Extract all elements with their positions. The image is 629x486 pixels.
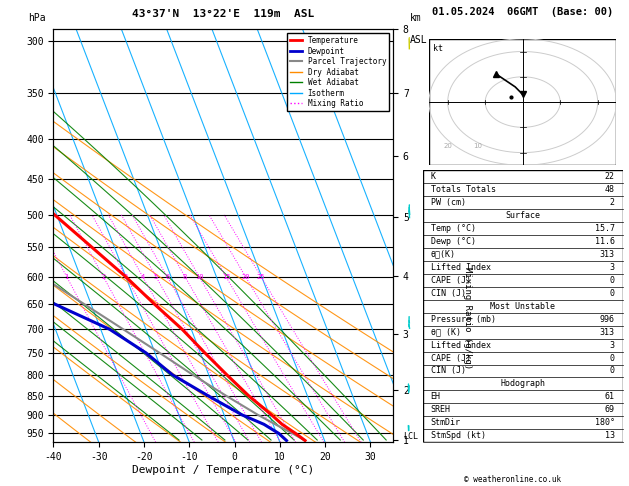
Text: 996: 996: [599, 314, 615, 324]
Text: 0: 0: [610, 353, 615, 363]
Text: 61: 61: [604, 392, 615, 401]
Text: 69: 69: [604, 405, 615, 415]
Text: © weatheronline.co.uk: © weatheronline.co.uk: [464, 474, 561, 484]
Text: PW (cm): PW (cm): [431, 198, 465, 207]
Text: CIN (J): CIN (J): [431, 366, 465, 376]
Text: SREH: SREH: [431, 405, 451, 415]
Text: θᴇ(K): θᴇ(K): [431, 250, 455, 259]
Text: 313: 313: [599, 250, 615, 259]
Text: 22: 22: [604, 172, 615, 181]
Text: 180°: 180°: [594, 418, 615, 427]
Text: 01.05.2024  06GMT  (Base: 00): 01.05.2024 06GMT (Base: 00): [432, 7, 613, 17]
Text: EH: EH: [431, 392, 441, 401]
Text: hPa: hPa: [28, 13, 46, 23]
Text: 25: 25: [257, 274, 265, 280]
Text: 20: 20: [443, 142, 452, 149]
Text: 2: 2: [101, 274, 106, 280]
Text: 43°37'N  13°22'E  119m  ASL: 43°37'N 13°22'E 119m ASL: [132, 9, 314, 19]
Text: 5: 5: [154, 274, 159, 280]
Text: 10: 10: [195, 274, 204, 280]
X-axis label: Dewpoint / Temperature (°C): Dewpoint / Temperature (°C): [132, 465, 314, 475]
Text: kt: kt: [433, 44, 443, 53]
Text: 313: 313: [599, 328, 615, 337]
Text: StmDir: StmDir: [431, 418, 460, 427]
Text: 1: 1: [65, 274, 69, 280]
Text: 2: 2: [610, 198, 615, 207]
Text: StmSpd (kt): StmSpd (kt): [431, 431, 486, 440]
Text: 48: 48: [604, 185, 615, 194]
Text: 13: 13: [604, 431, 615, 440]
Text: Lifted Index: Lifted Index: [431, 341, 491, 349]
Text: 8: 8: [183, 274, 187, 280]
Text: 3: 3: [610, 263, 615, 272]
Text: 3: 3: [124, 274, 128, 280]
Text: 10: 10: [473, 142, 482, 149]
Bar: [429, 39, 616, 165]
Text: 11.6: 11.6: [594, 237, 615, 246]
Text: km: km: [410, 13, 422, 23]
Text: 0: 0: [610, 289, 615, 298]
Text: 4: 4: [141, 274, 145, 280]
Text: Dewp (°C): Dewp (°C): [431, 237, 476, 246]
Text: 15.7: 15.7: [594, 224, 615, 233]
Text: 20: 20: [242, 274, 250, 280]
Text: CAPE (J): CAPE (J): [431, 276, 470, 285]
Text: Surface: Surface: [505, 211, 540, 220]
Text: Mixing Ratio (g/kg): Mixing Ratio (g/kg): [464, 267, 472, 369]
Text: Totals Totals: Totals Totals: [431, 185, 496, 194]
Text: CAPE (J): CAPE (J): [431, 353, 470, 363]
Text: 0: 0: [610, 366, 615, 376]
Legend: Temperature, Dewpoint, Parcel Trajectory, Dry Adiabat, Wet Adiabat, Isotherm, Mi: Temperature, Dewpoint, Parcel Trajectory…: [287, 33, 389, 111]
Text: 3: 3: [610, 341, 615, 349]
Text: ASL: ASL: [410, 35, 428, 45]
Text: 15: 15: [222, 274, 230, 280]
Text: 6: 6: [165, 274, 169, 280]
Text: K: K: [431, 172, 436, 181]
Text: LCL: LCL: [403, 433, 418, 441]
Text: Lifted Index: Lifted Index: [431, 263, 491, 272]
Text: Most Unstable: Most Unstable: [490, 302, 555, 311]
Text: CIN (J): CIN (J): [431, 289, 465, 298]
Text: Temp (°C): Temp (°C): [431, 224, 476, 233]
Text: 0: 0: [610, 276, 615, 285]
Text: Pressure (mb): Pressure (mb): [431, 314, 496, 324]
Text: Hodograph: Hodograph: [500, 380, 545, 388]
Text: θᴇ (K): θᴇ (K): [431, 328, 460, 337]
